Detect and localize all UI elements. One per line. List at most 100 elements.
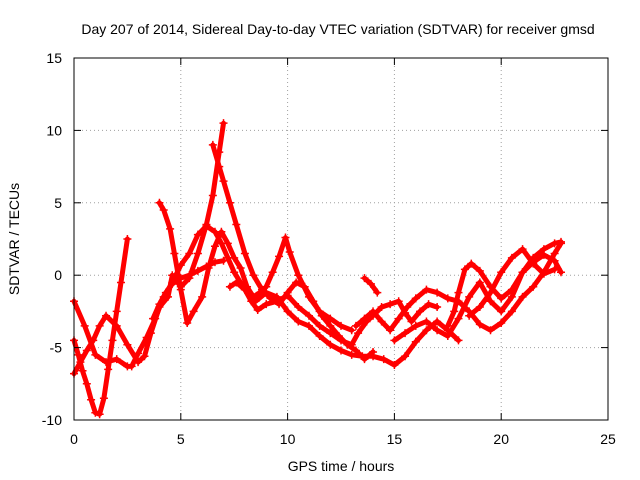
data-point [433, 288, 442, 297]
data-point [450, 307, 459, 316]
x-tick-label: 20 [493, 431, 509, 447]
data-point [198, 292, 207, 301]
data-point [377, 317, 386, 326]
data-point [82, 346, 91, 355]
data-point [247, 297, 256, 306]
data-point [360, 274, 369, 283]
series-trail [445, 252, 564, 329]
data-point [443, 321, 452, 330]
plot-frame [73, 57, 609, 421]
data-point [411, 294, 420, 303]
data-point [390, 360, 399, 369]
data-point [87, 395, 96, 404]
data-point [529, 282, 538, 291]
data-point [309, 297, 318, 306]
y-tick-label: -5 [50, 340, 63, 356]
data-point [497, 318, 506, 327]
x-tick-label: 10 [280, 431, 296, 447]
data-point [249, 271, 258, 280]
data-point [208, 140, 217, 149]
data-point [550, 239, 559, 248]
data-point [539, 269, 548, 278]
data-point [202, 221, 211, 230]
data-point [507, 253, 516, 262]
data-point [347, 326, 356, 335]
data-point [232, 220, 241, 229]
data-point [140, 352, 149, 361]
data-point [208, 191, 217, 200]
data-point [390, 336, 399, 345]
data-point [170, 249, 179, 258]
data-point [351, 346, 360, 355]
data-point [225, 282, 234, 291]
data-point [507, 307, 516, 316]
data-point [497, 268, 506, 277]
data-point [422, 317, 431, 326]
series-arc-1 [70, 235, 132, 419]
data-point [475, 303, 484, 312]
data-point [283, 291, 292, 300]
data-point [326, 314, 335, 323]
data-point [411, 337, 420, 346]
data-point [112, 307, 121, 316]
data-point [347, 340, 356, 349]
data-point [230, 253, 239, 262]
x-tick-label: 25 [600, 431, 616, 447]
data-point [275, 252, 284, 261]
data-point [486, 326, 495, 335]
x-tick-label: 15 [387, 431, 403, 447]
data-point [102, 358, 111, 367]
data-point [454, 314, 463, 323]
data-point [422, 285, 431, 294]
data-point [550, 256, 559, 265]
data-point [294, 317, 303, 326]
data-point [497, 294, 506, 303]
grid-lines [74, 58, 608, 420]
data-point [193, 230, 202, 239]
y-tick-label: 0 [54, 267, 62, 283]
series-trail [353, 240, 564, 333]
data-point [95, 410, 104, 419]
data-point [230, 268, 239, 277]
data-point [185, 249, 194, 258]
data-point [433, 317, 442, 326]
data-point [507, 292, 516, 301]
data-point [217, 227, 226, 236]
data-point [236, 263, 245, 272]
data-point [518, 292, 527, 301]
data-point [76, 358, 85, 367]
data-point [454, 288, 463, 297]
data-point [82, 379, 91, 388]
data-point [337, 346, 345, 355]
data-point [497, 307, 506, 316]
data-point [219, 177, 228, 186]
data-point [91, 408, 100, 417]
data-point [304, 321, 313, 330]
data-point [262, 300, 271, 309]
series-arc-12 [360, 274, 382, 297]
data-point [283, 307, 292, 316]
data-point [486, 288, 495, 297]
series-arc-9 [443, 250, 566, 330]
data-point [240, 285, 249, 294]
data-point [210, 258, 219, 267]
data-point [539, 250, 548, 259]
data-point [215, 162, 224, 171]
data-point [315, 332, 324, 341]
data-point [465, 292, 474, 301]
data-point [394, 314, 403, 323]
data-point [80, 321, 89, 330]
data-point [168, 279, 177, 288]
data-point [386, 300, 395, 309]
data-point [337, 336, 345, 345]
y-tick-label: 15 [46, 50, 62, 66]
data-point [518, 245, 527, 254]
data-point [116, 278, 125, 287]
data-point [294, 303, 303, 312]
data-point [475, 278, 484, 287]
series-arc-8 [390, 237, 566, 345]
x-axis-label: GPS time / hours [288, 458, 395, 474]
data-point [467, 259, 476, 268]
data-point [166, 224, 175, 233]
data-point [486, 297, 495, 306]
